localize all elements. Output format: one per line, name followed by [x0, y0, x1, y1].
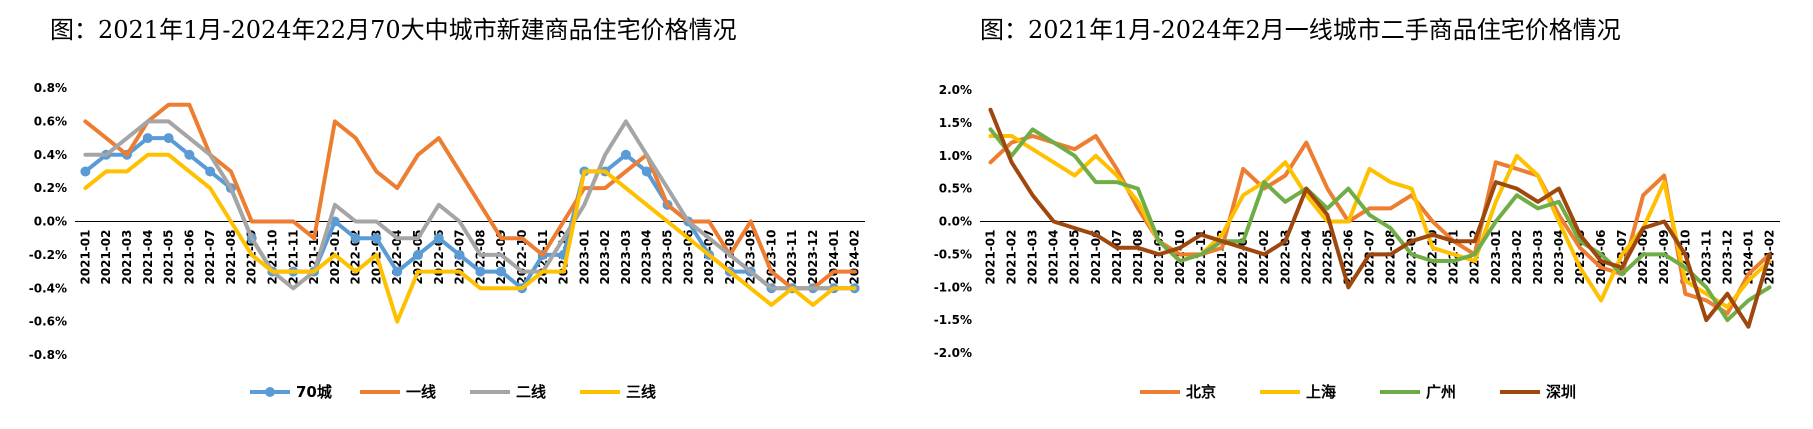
x-tick-label: 2022-05: [1320, 230, 1334, 285]
x-tick-label: 2022-02: [1257, 230, 1271, 285]
x-tick-label: 2023-01: [1489, 230, 1503, 285]
y-tick-label: 0.8%: [34, 81, 67, 95]
legend-label: 一线: [406, 383, 436, 401]
x-tick-label: 2023-02: [1510, 230, 1524, 285]
chart-title: 图：2021年1月-2024年2月一线城市二手商品住宅价格情况: [980, 16, 1621, 44]
y-tick-label: -0.8%: [29, 348, 67, 362]
y-tick-label: -2.0%: [934, 346, 972, 360]
x-tick-label: 2023-11: [785, 230, 799, 285]
x-tick-label: 2023-12: [1720, 230, 1734, 285]
x-tick-label: 2021-10: [1173, 230, 1187, 285]
data-point-marker: [350, 233, 361, 244]
x-tick-label: 2022-01: [1236, 230, 1250, 285]
chart-panel-right: 图：2021年1月-2024年2月一线城市二手商品住宅价格情况 2.0% 1.5%…: [930, 0, 1813, 429]
y-tick-label: 0.4%: [34, 148, 67, 162]
y-tick-label: -1.0%: [934, 280, 972, 294]
x-tick-label: 2021-03: [120, 230, 134, 285]
y-tick-label: -0.4%: [29, 281, 67, 295]
x-tick-label: 2023-10: [764, 230, 778, 285]
legend-label: 北京: [1186, 383, 1216, 401]
y-tick-label: -0.5%: [934, 247, 972, 261]
series-line-0: [988, 134, 1772, 316]
x-tick-label: 2021-08: [224, 230, 238, 285]
chart-title: 图：2021年1月-2024年22月70大中城市新建商品住宅价格情况: [50, 16, 737, 44]
data-point-marker: [454, 249, 465, 260]
data-point-marker: [433, 233, 444, 244]
x-tick-label: 2022-08: [1384, 230, 1398, 285]
line-chart-new-home-prices: 0.8% 0.6% 0.4% 0.2% 0.0% -0.2% -0.4% -0.6% -0.8%…: [29, 81, 865, 401]
legend-label: 70城: [296, 383, 332, 401]
x-tick-label: 2023-03: [1531, 230, 1545, 285]
data-point-marker: [496, 266, 507, 277]
x-tick-label: 2023-12: [806, 230, 820, 285]
y-tick-label: 1.5%: [939, 116, 972, 130]
x-tick-label: 2021-01: [984, 230, 998, 285]
y-tick-label: -0.6%: [29, 315, 67, 329]
x-tick-label: 2021-04: [141, 230, 155, 285]
chart-panel-left: 图：2021年1月-2024年22月70大中城市新建商品住宅价格情况 0.8% 0…: [0, 0, 900, 429]
x-tick-label: 2023-01: [577, 230, 591, 285]
x-tick-label: 2021-03: [1026, 230, 1040, 285]
legend-label: 广州: [1426, 383, 1456, 401]
line-chart-second-hand-prices: 2.0% 1.5% 1.0% 0.5% 0.0% -0.5% -1.0% -1.5% -2.0%…: [934, 83, 1780, 401]
data-point-marker: [142, 133, 153, 144]
data-point-marker: [392, 266, 403, 277]
legend-label: 三线: [626, 383, 656, 401]
x-tick-label: 2021-11: [1194, 230, 1208, 285]
x-tick-label: 2024-02: [848, 230, 862, 285]
x-tick-label: 2023-11: [1699, 230, 1713, 285]
y-tick-label: 2.0%: [939, 83, 972, 97]
legend-label: 深圳: [1546, 383, 1576, 401]
legend-label: 二线: [516, 383, 546, 401]
data-point-marker: [163, 133, 174, 144]
x-tick-label: 2021-05: [1068, 230, 1082, 285]
series-line-2: [83, 119, 857, 291]
legend-marker: [265, 387, 275, 397]
x-tick-label: 2023-09: [1657, 230, 1671, 285]
x-tick-label: 2021-06: [182, 230, 196, 285]
x-tick-label: 2021-07: [203, 230, 217, 285]
series-line-2: [988, 127, 1772, 323]
x-tick-label: 2023-04: [640, 230, 654, 285]
legend-label: 上海: [1306, 383, 1336, 401]
data-point-marker: [413, 249, 424, 260]
x-tick-label: 2021-05: [162, 230, 176, 285]
y-tick-label: 0.5%: [939, 182, 972, 196]
data-point-marker: [80, 166, 91, 177]
series-line-3: [83, 152, 857, 324]
data-point-marker: [184, 149, 195, 160]
x-tick-label: 2023-03: [619, 230, 633, 285]
x-tick-label: 2022-04: [1299, 230, 1313, 285]
data-point-marker: [641, 166, 652, 177]
data-point-marker: [620, 149, 631, 160]
x-tick-label: 2023-05: [661, 230, 675, 285]
series-line-3: [988, 107, 1772, 329]
x-tick-label: 2021-02: [99, 230, 113, 285]
x-tick-label: 2021-01: [78, 230, 92, 285]
x-tick-label: 2023-02: [598, 230, 612, 285]
data-point-marker: [205, 166, 216, 177]
x-tick-label: 2021-02: [1005, 230, 1019, 285]
data-point-marker: [371, 233, 382, 244]
y-tick-label: 0.2%: [34, 181, 67, 195]
x-tick-label: 2021-08: [1131, 229, 1145, 284]
y-tick-label: -0.2%: [29, 248, 67, 262]
y-tick-label: 0.0%: [939, 215, 972, 229]
x-tick-label: 2021-07: [1110, 230, 1124, 285]
y-tick-label: 1.0%: [939, 149, 972, 163]
x-tick-label: 2023-04: [1552, 230, 1566, 285]
x-tick-label: 2021-04: [1047, 230, 1061, 285]
series-line-0: [83, 136, 857, 291]
y-tick-label: 0.0%: [34, 215, 67, 229]
y-tick-label: -1.5%: [934, 313, 972, 327]
y-tick-label: 0.6%: [34, 114, 67, 128]
data-point-marker: [475, 266, 486, 277]
x-tick-label: 2021-06: [1089, 230, 1103, 285]
